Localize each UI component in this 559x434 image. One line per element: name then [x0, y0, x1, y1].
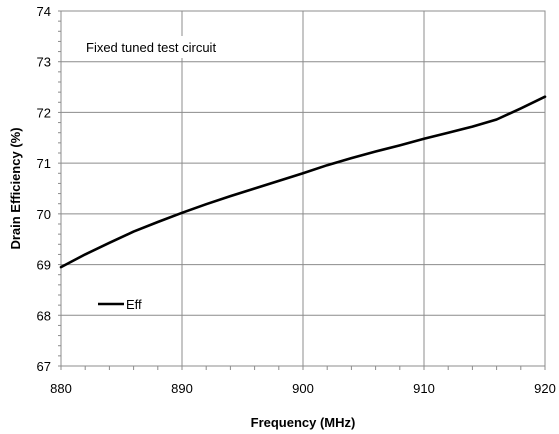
x-tick-label: 900 [292, 381, 314, 396]
plot-frame [60, 10, 546, 367]
y-tick-label: 70 [37, 207, 51, 222]
x-tick-label: 880 [50, 381, 72, 396]
y-axis-title: Drain Efficiency (%) [8, 127, 23, 249]
y-tick-label: 73 [37, 55, 51, 70]
legend-label-eff: Eff [126, 297, 142, 312]
y-tick-label: 69 [37, 258, 51, 273]
annotation-text: Fixed tuned test circuit [86, 40, 216, 55]
x-axis-title: Frequency (MHz) [251, 415, 356, 430]
y-tick-label: 72 [37, 105, 51, 120]
y-tick-labels: 67 68 69 70 71 72 73 74 [37, 4, 51, 374]
y-tick-label: 67 [37, 359, 51, 374]
x-tick-label: 890 [171, 381, 193, 396]
y-tick-label: 71 [37, 156, 51, 171]
legend-background [92, 292, 158, 314]
x-tick-label: 910 [413, 381, 435, 396]
series-layer [59, 95, 547, 269]
y-tick-label: 74 [37, 4, 51, 19]
x-tick-label: 920 [534, 381, 556, 396]
annotation-background [80, 36, 252, 58]
y-tick-label: 68 [37, 308, 51, 323]
series-line-eff [59, 95, 547, 269]
x-tick-labels: 880 890 900 910 920 [50, 381, 556, 396]
